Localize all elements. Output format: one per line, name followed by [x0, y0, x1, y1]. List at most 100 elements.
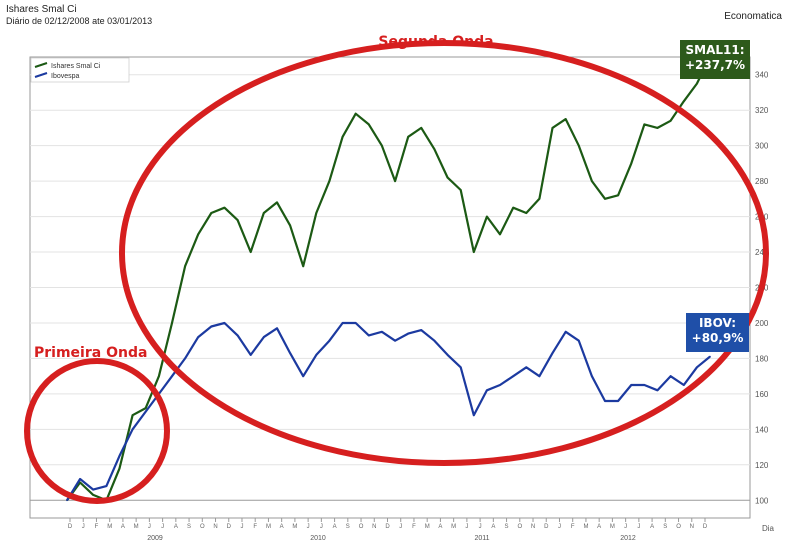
legend-swatch: [34, 62, 48, 68]
data-point: [656, 127, 659, 129]
data-point: [276, 327, 278, 330]
data-point: [354, 322, 357, 324]
x-month-label: N: [531, 524, 535, 530]
data-point: [564, 118, 567, 120]
ibov-series-line: [66, 321, 711, 501]
data-point: [591, 375, 593, 378]
data-point: [630, 162, 633, 165]
x-month-label: D: [703, 524, 708, 530]
x-axis-label: Dia: [762, 524, 775, 533]
x-month-label: D: [227, 524, 232, 530]
x-month-label: O: [517, 524, 522, 530]
data-point: [578, 144, 580, 147]
data-point: [381, 144, 383, 147]
data-point: [446, 176, 449, 179]
data-point: [630, 384, 633, 386]
data-point: [276, 201, 278, 204]
x-month-label: M: [266, 524, 271, 530]
data-point: [604, 198, 606, 200]
data-point: [197, 336, 199, 338]
y-tick-label: 100: [755, 496, 769, 505]
x-month-label: J: [240, 524, 243, 530]
data-point: [669, 120, 672, 122]
data-point: [446, 354, 449, 356]
data-point: [144, 407, 147, 409]
x-month-label: J: [479, 524, 482, 530]
x-month-label: J: [637, 524, 640, 530]
data-point: [564, 331, 567, 333]
data-point: [263, 336, 265, 338]
data-point: [328, 180, 331, 182]
legend-label: Ishares Smal Ci: [51, 63, 101, 70]
legend-label: Ibovespa: [51, 73, 80, 80]
data-point: [486, 215, 488, 218]
data-point: [171, 375, 173, 378]
data-point: [131, 414, 134, 417]
x-month-label: N: [690, 524, 694, 530]
data-point: [420, 329, 423, 331]
data-point: [420, 127, 423, 129]
y-tick-label: 160: [755, 390, 769, 399]
data-point: [656, 389, 659, 392]
x-month-label: A: [121, 524, 125, 530]
x-month-label: M: [451, 524, 456, 530]
x-year-label: 2010: [310, 535, 326, 542]
primeira-onda-label: Primeira Onda: [34, 345, 148, 361]
legend-swatch: [34, 72, 48, 78]
primeira-onda-ellipse: [24, 358, 170, 504]
data-point: [236, 219, 239, 221]
y-tick-label: 320: [755, 106, 769, 115]
data-point: [551, 127, 554, 129]
x-year-label: 2011: [474, 535, 489, 542]
x-month-label: S: [505, 524, 509, 530]
x-month-label: A: [650, 524, 654, 530]
data-point: [315, 212, 318, 214]
ibov-badge-value: +80,9%: [691, 331, 744, 345]
y-tick-label: 340: [755, 71, 769, 80]
y-tick-label: 240: [755, 248, 769, 257]
segunda-onda-label: Segunda Onda: [378, 34, 494, 50]
data-point: [591, 180, 593, 182]
data-point: [407, 136, 410, 138]
data-point: [473, 414, 475, 417]
smal-badge-name: SMAL11:: [685, 43, 745, 57]
data-point: [643, 123, 646, 126]
x-month-label: A: [438, 524, 442, 530]
data-point: [617, 194, 619, 197]
ibov-badge-name: IBOV:: [698, 316, 737, 330]
y-tick-label: 140: [755, 425, 769, 434]
x-month-label: J: [624, 524, 627, 530]
x-month-label: N: [372, 524, 376, 530]
data-point: [538, 375, 541, 378]
data-point: [354, 112, 357, 115]
data-point: [236, 334, 239, 337]
data-point: [578, 339, 580, 342]
legend-box: [30, 57, 130, 83]
data-point: [92, 494, 94, 496]
data-point: [223, 206, 226, 209]
x-month-label: O: [200, 524, 205, 530]
data-point: [459, 189, 462, 191]
x-month-label: M: [134, 524, 139, 530]
x-month-label: S: [346, 524, 350, 530]
x-month-label: J: [399, 524, 402, 530]
data-point: [538, 198, 541, 200]
x-month-label: A: [491, 524, 495, 530]
data-point: [499, 384, 501, 386]
x-month-label: F: [412, 524, 416, 530]
x-month-label: A: [280, 524, 284, 530]
x-month-label: M: [425, 524, 430, 530]
data-point: [709, 355, 711, 358]
brand-label: Economatica: [724, 11, 782, 22]
x-month-label: A: [597, 524, 601, 530]
data-point: [525, 366, 528, 369]
chart-title: Ishares Smal Ci: [6, 4, 77, 15]
x-month-label: O: [676, 524, 681, 530]
data-point: [328, 339, 331, 342]
data-point: [302, 375, 305, 378]
data-point: [341, 322, 344, 324]
data-point: [315, 354, 318, 356]
data-point: [643, 384, 646, 386]
x-month-label: D: [68, 524, 73, 530]
